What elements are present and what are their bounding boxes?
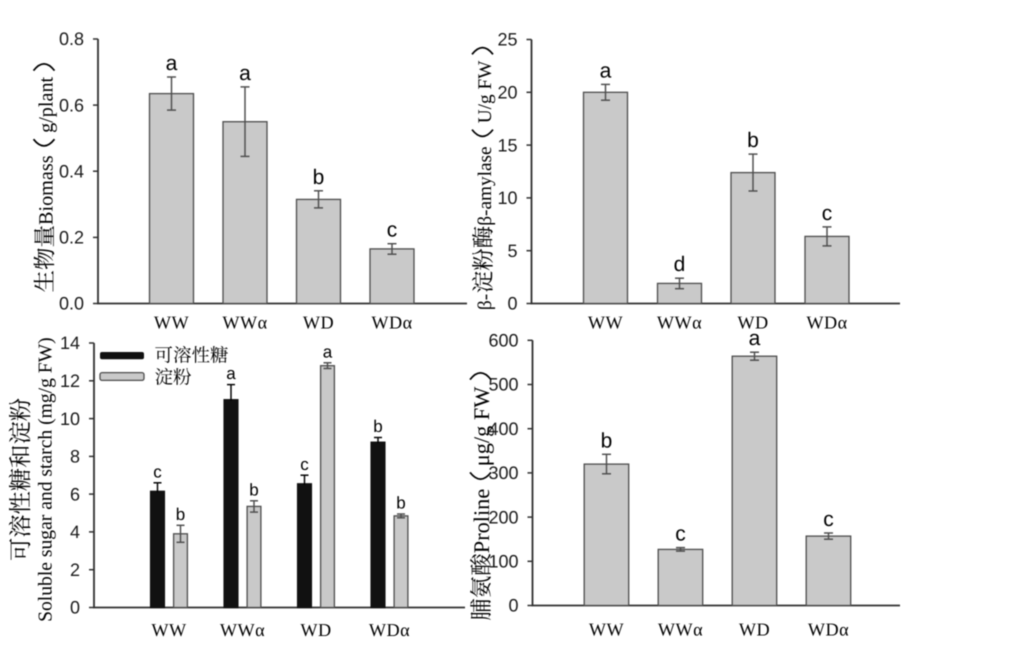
svg-text:μg/g FW: μg/g FW <box>469 387 494 466</box>
svg-text:100: 100 <box>488 552 518 572</box>
svg-text:14: 14 <box>60 333 80 353</box>
svg-text:a: a <box>749 327 761 350</box>
svg-text:600: 600 <box>488 331 518 351</box>
svg-text:WDα: WDα <box>806 313 847 333</box>
svg-text:0: 0 <box>70 598 80 618</box>
svg-text:c: c <box>153 462 162 481</box>
svg-text:WW: WW <box>154 313 190 333</box>
svg-text:d: d <box>674 253 686 276</box>
svg-text:WWα: WWα <box>220 620 265 640</box>
svg-text:c: c <box>300 455 309 474</box>
svg-text:b: b <box>249 480 258 499</box>
svg-text:6: 6 <box>70 484 80 504</box>
svg-text:b: b <box>313 166 325 189</box>
svg-text:U/g FW: U/g FW <box>475 60 496 123</box>
svg-text:0.2: 0.2 <box>59 228 84 248</box>
svg-text:10: 10 <box>60 409 80 429</box>
svg-text:g/plant: g/plant <box>36 76 58 132</box>
svg-text:WDα: WDα <box>369 620 410 640</box>
svg-text:WW: WW <box>589 620 625 640</box>
svg-text:0.6: 0.6 <box>59 95 84 115</box>
svg-text:5: 5 <box>507 241 517 261</box>
svg-text:WD: WD <box>737 313 768 333</box>
svg-text:a: a <box>239 62 251 85</box>
svg-text:4: 4 <box>70 522 80 542</box>
svg-text:Proline: Proline <box>469 489 494 554</box>
svg-text:WWα: WWα <box>658 620 703 640</box>
svg-text:WD: WD <box>739 620 770 640</box>
svg-text:b: b <box>373 417 382 436</box>
svg-text:a: a <box>166 52 178 75</box>
svg-text:WD: WD <box>300 620 331 640</box>
svg-text:c: c <box>823 508 834 531</box>
svg-text:10: 10 <box>497 188 517 208</box>
svg-text:0.4: 0.4 <box>59 161 84 181</box>
svg-text:12: 12 <box>60 371 80 391</box>
svg-text:25: 25 <box>497 30 517 50</box>
svg-text:Biomass: Biomass <box>36 155 58 225</box>
svg-text:200: 200 <box>488 507 518 527</box>
svg-text:c: c <box>387 219 398 242</box>
svg-text:0: 0 <box>508 596 518 616</box>
svg-text:WW: WW <box>151 620 187 640</box>
svg-text:β-: β- <box>475 294 496 310</box>
svg-text:0.0: 0.0 <box>59 294 84 314</box>
svg-text:c: c <box>675 523 686 546</box>
svg-text:0.8: 0.8 <box>59 29 84 49</box>
svg-text:WWα: WWα <box>222 313 267 333</box>
svg-text:8: 8 <box>70 447 80 467</box>
svg-text:WWα: WWα <box>657 313 702 333</box>
svg-text:2: 2 <box>70 560 80 580</box>
svg-text:20: 20 <box>497 83 517 103</box>
svg-text:b: b <box>176 505 185 524</box>
svg-text:b: b <box>601 429 613 452</box>
svg-text:c: c <box>822 202 833 225</box>
svg-text:Soluble sugar and starch (mg/g: Soluble sugar and starch (mg/g FW) <box>35 337 56 622</box>
svg-text:β-amylase: β-amylase <box>475 146 496 225</box>
svg-text:400: 400 <box>488 419 518 439</box>
svg-text:WD: WD <box>303 313 334 333</box>
svg-text:WW: WW <box>588 313 624 333</box>
svg-text:WDα: WDα <box>371 313 412 333</box>
svg-text:300: 300 <box>488 463 518 483</box>
svg-text:WDα: WDα <box>808 620 849 640</box>
svg-text:500: 500 <box>488 375 518 395</box>
svg-text:0: 0 <box>507 294 517 314</box>
svg-text:b: b <box>396 494 405 513</box>
svg-text:a: a <box>226 364 236 383</box>
svg-text:a: a <box>600 59 612 82</box>
svg-text:15: 15 <box>497 135 517 155</box>
svg-text:a: a <box>323 342 333 361</box>
svg-text:b: b <box>747 129 759 152</box>
